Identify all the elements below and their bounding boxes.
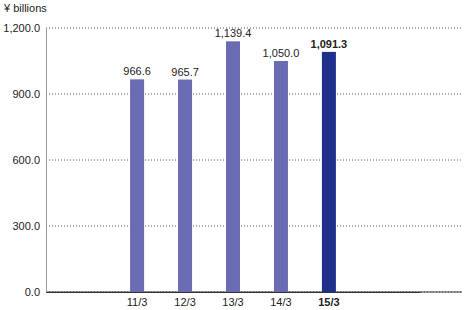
baseline	[46, 292, 462, 293]
chart: 0.0 300.0 600.0 900.0 1,200.0 11/3 12/3 13/3 14/…	[0, 0, 464, 310]
x-tick-label: 12/3	[174, 296, 195, 308]
y-tick-label: 300.0	[12, 220, 40, 232]
y-tick: 600.0	[12, 154, 46, 166]
y-tick: 300.0	[12, 220, 46, 232]
y-axis: 0.0 300.0 600.0 900.0 1,200.0	[3, 22, 46, 298]
grid-line	[46, 94, 462, 95]
grid-line	[46, 226, 462, 227]
grid-line	[46, 160, 462, 161]
y-axis-title: ¥ billions	[3, 2, 47, 14]
x-tick: 14/3	[270, 292, 291, 308]
x-tick: 11/3	[127, 292, 148, 308]
data-label: 1,091.3	[311, 38, 348, 50]
x-axis: 11/3 12/3 13/3 14/3 15/3	[47, 292, 421, 308]
bar	[130, 79, 144, 292]
data-label: 966.6	[123, 65, 151, 77]
y-tick: 0.0	[25, 286, 46, 298]
y-axis-line	[46, 29, 47, 293]
bars	[130, 41, 336, 292]
x-tick-label: 15/3	[318, 296, 339, 308]
y-tick-label: 0.0	[25, 286, 40, 298]
x-axis-line	[47, 292, 421, 293]
data-label: 1,050.0	[263, 47, 300, 59]
bar	[178, 80, 192, 292]
bar	[226, 41, 240, 292]
x-tick: 15/3	[318, 292, 339, 308]
grid-line	[46, 28, 462, 29]
x-tick: 13/3	[222, 292, 243, 308]
x-tick-label: 11/3	[127, 296, 148, 308]
data-labels: 966.6 965.7 1,139.4 1,050.0 1,091.3	[123, 27, 347, 77]
y-tick-label: 600.0	[12, 154, 40, 166]
grid	[46, 28, 462, 292]
data-label: 1,139.4	[215, 27, 252, 39]
x-tick: 12/3	[174, 292, 195, 308]
bar	[274, 61, 288, 292]
data-label: 965.7	[171, 66, 199, 78]
grid-line	[46, 292, 462, 293]
x-tick-label: 14/3	[270, 296, 291, 308]
y-tick-label: 900.0	[12, 88, 40, 100]
x-tick-label: 13/3	[222, 296, 243, 308]
y-tick: 1,200.0	[3, 22, 46, 34]
y-tick: 900.0	[12, 88, 46, 100]
bar	[322, 52, 336, 292]
y-tick-label: 1,200.0	[3, 22, 40, 34]
